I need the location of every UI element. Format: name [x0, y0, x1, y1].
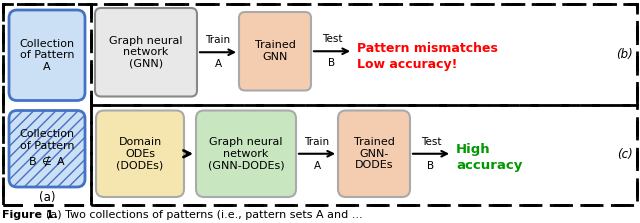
FancyBboxPatch shape [96, 111, 184, 197]
Text: Graph neural
network
(GNN-DODEs): Graph neural network (GNN-DODEs) [208, 137, 284, 170]
Text: Pattern mismatches: Pattern mismatches [357, 42, 498, 55]
Text: Collection
of Pattern
A: Collection of Pattern A [19, 39, 75, 72]
Text: B: B [428, 161, 435, 171]
Text: High: High [456, 143, 491, 156]
Text: Trained
GNN: Trained GNN [255, 40, 296, 62]
Text: Domain
ODEs
(DODEs): Domain ODEs (DODEs) [116, 137, 164, 170]
Text: (c): (c) [617, 148, 633, 161]
Text: (b): (b) [616, 48, 633, 61]
Text: Test: Test [322, 34, 342, 44]
Text: accuracy: accuracy [456, 159, 522, 172]
Text: Train: Train [205, 35, 230, 45]
FancyBboxPatch shape [196, 111, 296, 197]
Text: A: A [314, 161, 321, 171]
Text: B: B [328, 58, 335, 68]
FancyBboxPatch shape [9, 111, 85, 187]
Text: Low accuracy!: Low accuracy! [357, 58, 458, 71]
FancyBboxPatch shape [95, 8, 197, 97]
FancyBboxPatch shape [239, 12, 311, 91]
Text: Graph neural
network
(GNN): Graph neural network (GNN) [109, 36, 183, 69]
Text: A: A [214, 59, 221, 69]
FancyBboxPatch shape [9, 10, 85, 101]
Text: Collection
of Pattern
B $\notin$ A: Collection of Pattern B $\notin$ A [19, 129, 75, 168]
Text: Trained
GNN-
DODEs: Trained GNN- DODEs [353, 137, 394, 170]
Text: (a) Two collections of patterns (i.e., pattern sets A and ...: (a) Two collections of patterns (i.e., p… [46, 210, 363, 220]
FancyBboxPatch shape [338, 111, 410, 197]
Text: Figure 1.: Figure 1. [2, 210, 58, 220]
Text: (a): (a) [39, 192, 55, 204]
Text: Test: Test [420, 137, 441, 147]
Text: Train: Train [305, 137, 330, 147]
